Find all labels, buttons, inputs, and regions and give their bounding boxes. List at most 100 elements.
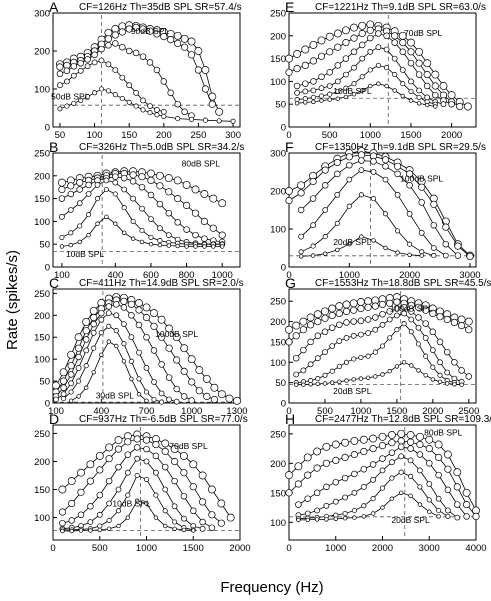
data-point	[139, 239, 145, 245]
data-point	[314, 318, 322, 326]
data-point	[380, 505, 385, 510]
data-point	[174, 219, 181, 226]
data-point	[437, 379, 443, 384]
data-point	[308, 382, 313, 387]
data-point	[147, 110, 153, 116]
panel-b: B CF=326Hz Th=5.0dB SPL SR=34.2/s 100 400 60…	[34, 139, 244, 281]
data-point	[195, 366, 204, 375]
data-point	[430, 200, 438, 208]
data-point	[324, 517, 329, 522]
data-point	[146, 27, 154, 35]
x-tick-label: 2000	[399, 270, 420, 281]
data-point	[56, 70, 64, 78]
data-point	[106, 323, 112, 329]
data-point	[451, 359, 458, 366]
data-point	[442, 252, 449, 259]
x-tick-label: 1000	[325, 543, 346, 554]
data-point	[57, 178, 66, 187]
data-point	[70, 62, 78, 70]
data-point	[165, 324, 174, 333]
data-point	[368, 83, 373, 89]
data-point	[88, 528, 93, 533]
data-point	[115, 486, 122, 493]
data-point	[292, 321, 301, 330]
data-point	[431, 70, 440, 79]
data-point	[56, 63, 64, 71]
data-point	[381, 156, 390, 164]
data-point	[134, 472, 140, 479]
data-point	[171, 503, 178, 510]
data-point	[414, 303, 423, 311]
data-point	[60, 391, 67, 398]
y-tick-label: 250	[34, 149, 50, 160]
data-point	[322, 349, 328, 356]
y-tick-label: 100	[34, 85, 50, 96]
data-point	[112, 173, 119, 180]
data-point	[360, 465, 368, 473]
y-tick-label: 150	[270, 54, 286, 65]
data-point	[91, 370, 96, 375]
data-point	[426, 481, 433, 487]
data-point	[208, 511, 216, 519]
data-point	[298, 254, 304, 259]
data-point	[426, 460, 433, 467]
level-annotation: 10dB SPL	[112, 498, 151, 508]
level-annotation: 30dB SPL	[96, 391, 135, 401]
data-point	[208, 100, 216, 108]
data-point	[394, 162, 402, 170]
data-point	[343, 85, 349, 91]
data-point	[60, 384, 67, 391]
data-point	[113, 221, 118, 226]
data-point	[418, 183, 426, 191]
data-point	[74, 333, 83, 342]
data-point	[417, 484, 423, 490]
data-point	[336, 363, 342, 369]
data-point	[335, 309, 343, 317]
data-point	[416, 94, 422, 100]
data-point	[317, 36, 326, 45]
data-point	[423, 373, 428, 378]
data-point	[430, 364, 436, 370]
data-point	[387, 335, 393, 341]
data-point	[118, 28, 126, 36]
data-point	[162, 486, 169, 493]
data-point	[313, 310, 322, 319]
data-point	[198, 471, 207, 480]
data-point	[297, 206, 305, 214]
panel-letter: H	[285, 411, 295, 427]
data-point	[143, 389, 150, 395]
level-annotation: 100dB SPL	[390, 303, 433, 313]
data-point	[83, 363, 89, 369]
data-point	[301, 61, 309, 70]
data-point	[373, 374, 378, 379]
panel-letter: F	[285, 139, 294, 155]
data-point	[370, 476, 377, 483]
series-line-6	[296, 361, 462, 386]
data-point	[294, 480, 302, 488]
panel-letter: A	[49, 0, 59, 15]
data-point	[437, 359, 443, 366]
data-point	[422, 320, 429, 327]
data-point	[329, 368, 335, 374]
panel-title: CF=2477Hz Th=12.8dB SPL SR=109.3/s	[315, 414, 491, 425]
data-point	[199, 498, 207, 506]
y-tick-label: 100	[34, 217, 50, 228]
data-point	[407, 241, 413, 247]
panel-letter: C	[49, 275, 59, 291]
y-tick-label: 50	[39, 377, 50, 388]
data-point	[105, 88, 111, 94]
data-point	[395, 228, 401, 234]
data-point	[77, 511, 85, 519]
data-point	[173, 398, 180, 405]
data-point	[217, 519, 225, 527]
data-point	[442, 240, 450, 248]
data-point	[90, 313, 98, 322]
data-point	[67, 190, 75, 198]
data-point	[208, 524, 216, 531]
data-point	[384, 65, 390, 71]
data-point	[383, 245, 388, 251]
data-point	[443, 315, 451, 324]
data-point	[148, 241, 154, 247]
x-tick-label: 800	[179, 270, 195, 281]
